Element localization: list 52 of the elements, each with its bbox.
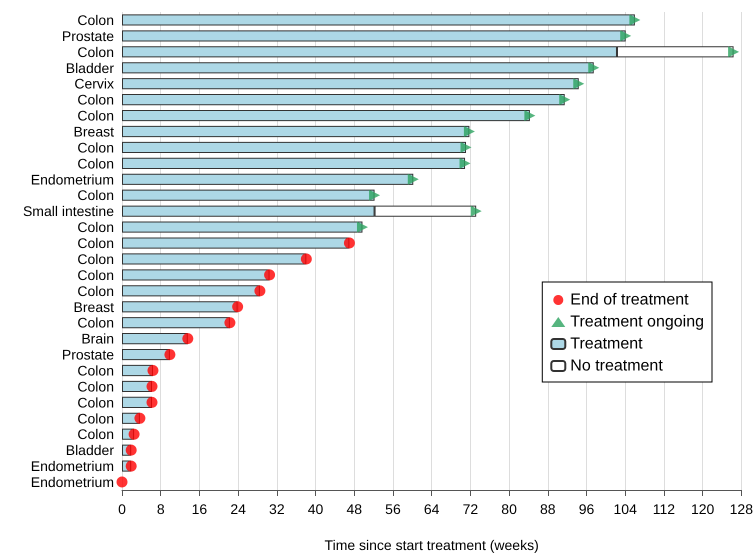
y-tick-label: Colon — [77, 426, 114, 442]
x-tick-label: 0 — [118, 501, 126, 517]
y-tick-label: Colon — [77, 282, 114, 299]
x-tick-label: 88 — [540, 501, 556, 517]
x-tick-label: 72 — [462, 501, 478, 517]
y-tick-label: Prostate — [62, 28, 114, 44]
y-tick-label: Colon — [77, 187, 114, 204]
y-tick-label: Endometrium — [30, 458, 114, 474]
y-tick-label: Colon — [77, 250, 114, 267]
y-tick-label: Prostate — [62, 346, 114, 363]
y-tick-label: Colon — [77, 219, 114, 236]
y-tick-label: Colon — [77, 410, 114, 426]
x-tick-label: 8 — [156, 501, 165, 517]
y-tick-label: Breast — [74, 298, 114, 315]
y-tick-label: Colon — [77, 378, 114, 394]
x-tick-label: 128 — [730, 501, 754, 517]
y-tick-label: Breast — [74, 124, 114, 140]
legend-label: Treatment ongoing — [570, 314, 704, 330]
y-tick-label: Colon — [77, 92, 114, 108]
x-tick-label: 80 — [501, 501, 518, 517]
y-tick-label: Colon — [77, 44, 114, 60]
x-tick-label: 64 — [424, 501, 440, 517]
y-tick-label: Bladder — [66, 442, 114, 458]
y-tick-label: Endometrium — [30, 474, 114, 490]
y-tick-label: Colon — [77, 155, 114, 172]
x-tick-label: 16 — [192, 501, 208, 517]
y-tick-label: Brain — [81, 330, 114, 347]
x-axis-title: Time since start treatment (weeks) — [324, 537, 539, 553]
y-tick-label: Colon — [77, 314, 114, 331]
y-tick-label: Colon — [77, 394, 114, 410]
legend-label: End of treatment — [570, 292, 690, 308]
x-tick-label: 104 — [614, 501, 638, 517]
y-tick-label: Colon — [77, 12, 114, 28]
x-tick-label: 56 — [385, 501, 401, 517]
x-tick-label: 96 — [578, 501, 594, 517]
x-tick-label: 40 — [308, 501, 324, 517]
y-tick-label: Colon — [77, 362, 114, 378]
y-tick-label: Colon — [77, 139, 114, 156]
x-tick-label: 112 — [652, 501, 676, 517]
y-tick-label: Colon — [77, 266, 114, 283]
y-tick-label: Bladder — [66, 60, 114, 76]
y-tick-label: Colon — [77, 235, 114, 252]
x-tick-label: 32 — [269, 501, 285, 517]
y-tick-label: Endometrium — [30, 171, 114, 188]
y-tick-label: Cervix — [74, 76, 114, 92]
x-tick-label: 120 — [690, 501, 715, 517]
y-tick-label: Colon — [77, 108, 114, 124]
legend-label: Treatment — [570, 336, 644, 352]
x-tick-label: 48 — [346, 501, 362, 517]
x-tick-label: 24 — [230, 501, 246, 517]
legend-label: No treatment — [570, 358, 664, 374]
y-tick-label: Small intestine — [22, 203, 114, 220]
